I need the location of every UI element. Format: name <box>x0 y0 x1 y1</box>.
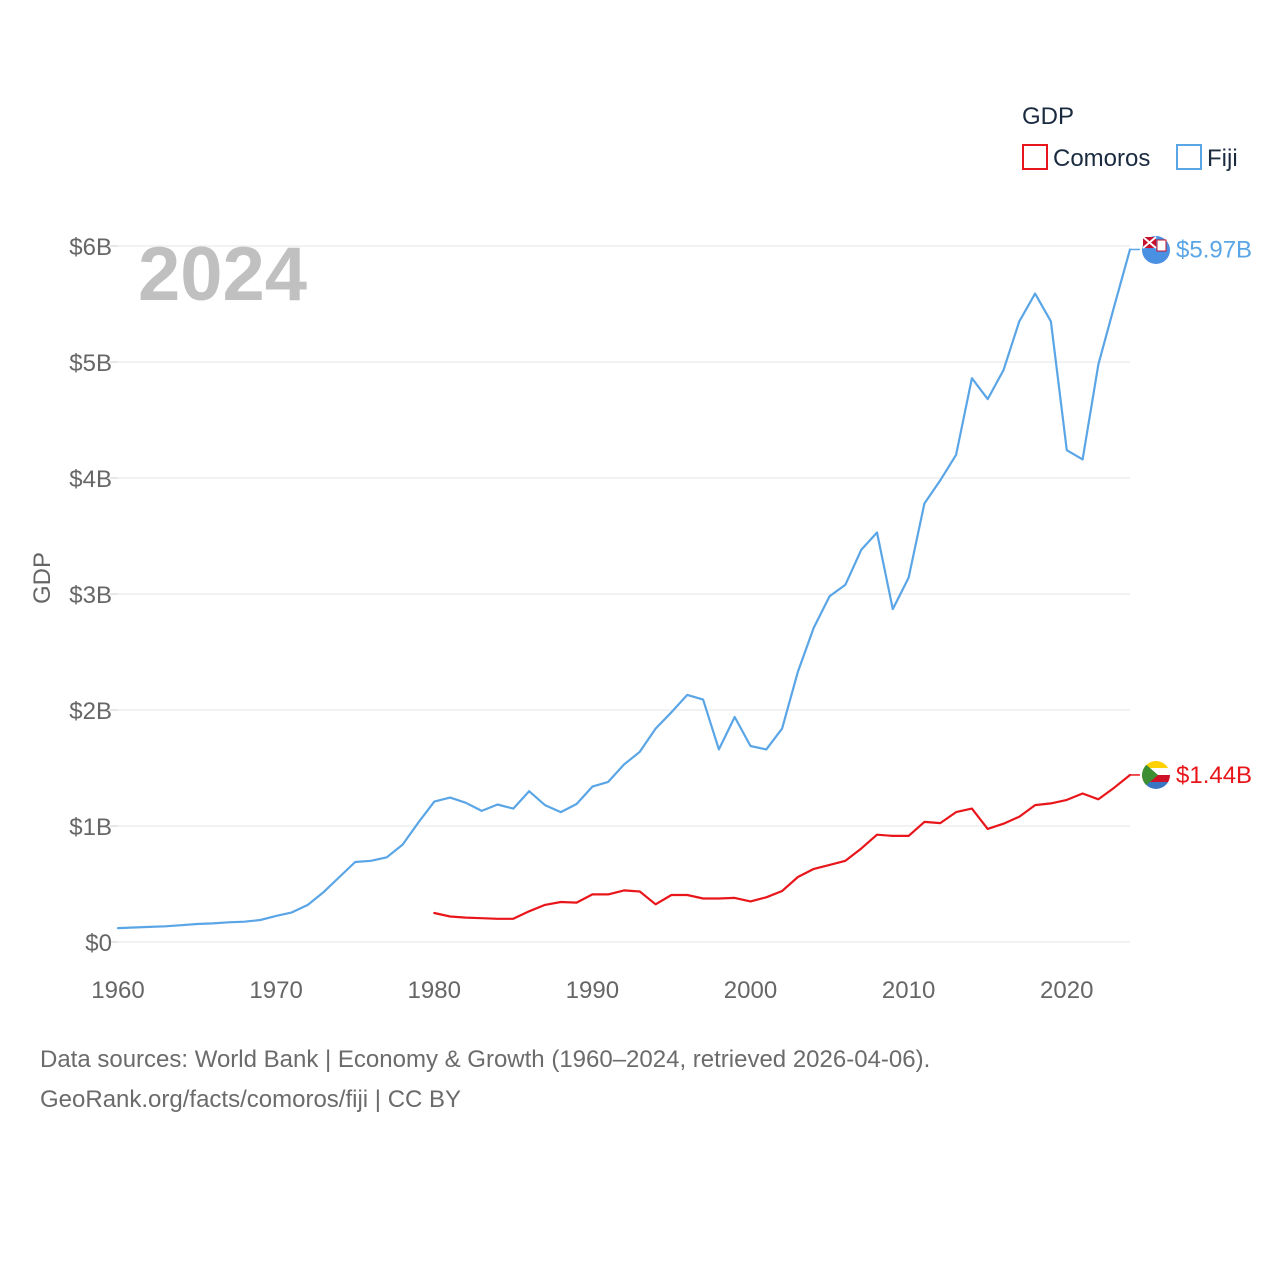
legend: GDP Comoros Fiji <box>1022 103 1238 172</box>
series-layer <box>116 248 1132 930</box>
end-value-label-fiji: $5.97B <box>1176 236 1252 263</box>
legend-label-fiji: Fiji <box>1207 145 1238 172</box>
y-axis-label: GDP <box>29 552 56 604</box>
x-tick-label: 1960 <box>91 977 144 1004</box>
data-source-note: Data sources: World Bank | Economy & Gro… <box>40 1046 931 1073</box>
year-watermark: 2024 <box>138 232 307 317</box>
x-tick-label: 2020 <box>1040 977 1093 1004</box>
y-tick-label: $2B <box>69 698 112 725</box>
x-tick-label: 1990 <box>566 977 619 1004</box>
y-tick-label: $5B <box>69 350 112 377</box>
y-tick-label: $3B <box>69 582 112 609</box>
x-tick-label: 2000 <box>724 977 777 1004</box>
end-value-label-comoros: $1.44B <box>1176 762 1252 789</box>
fiji-flag-icon <box>1142 236 1170 264</box>
legend-swatch-fiji <box>1176 144 1202 170</box>
source-link[interactable]: GeoRank.org/facts/comoros/fiji | CC BY <box>40 1086 462 1113</box>
grid-lines <box>118 245 1130 943</box>
legend-item-comoros[interactable]: Comoros <box>1022 144 1150 172</box>
series-line-comoros <box>433 773 1132 920</box>
y-axis-ticks: $0 $1B $2B $3B $4B $5B $6B <box>69 234 118 957</box>
legend-swatch-comoros <box>1022 144 1048 170</box>
legend-item-fiji[interactable]: Fiji <box>1176 144 1238 172</box>
x-tick-label: 1980 <box>408 977 461 1004</box>
end-labels: $1.44B $5.97B <box>1130 236 1252 789</box>
y-tick-label: $4B <box>69 466 112 493</box>
x-tick-label: 1970 <box>249 977 302 1004</box>
y-tick-label: $0 <box>85 930 112 957</box>
comoros-flag-icon <box>1142 761 1170 789</box>
footer: Data sources: World Bank | Economy & Gro… <box>40 1040 1240 1120</box>
gdp-line-chart: 2024 $0$1B$2B$3B$4B$5B$6B 1960 1970 1980 19… <box>29 103 1252 1004</box>
legend-label-comoros: Comoros <box>1053 145 1150 172</box>
x-axis-ticks: 1960 1970 1980 1990 2000 2010 2020 <box>91 977 1093 1004</box>
x-tick-label: 2010 <box>882 977 935 1004</box>
series-line-fiji <box>116 248 1132 930</box>
legend-title: GDP <box>1022 103 1074 130</box>
y-tick-label: $1B <box>69 814 112 841</box>
y-tick-label: $6B <box>69 234 112 261</box>
